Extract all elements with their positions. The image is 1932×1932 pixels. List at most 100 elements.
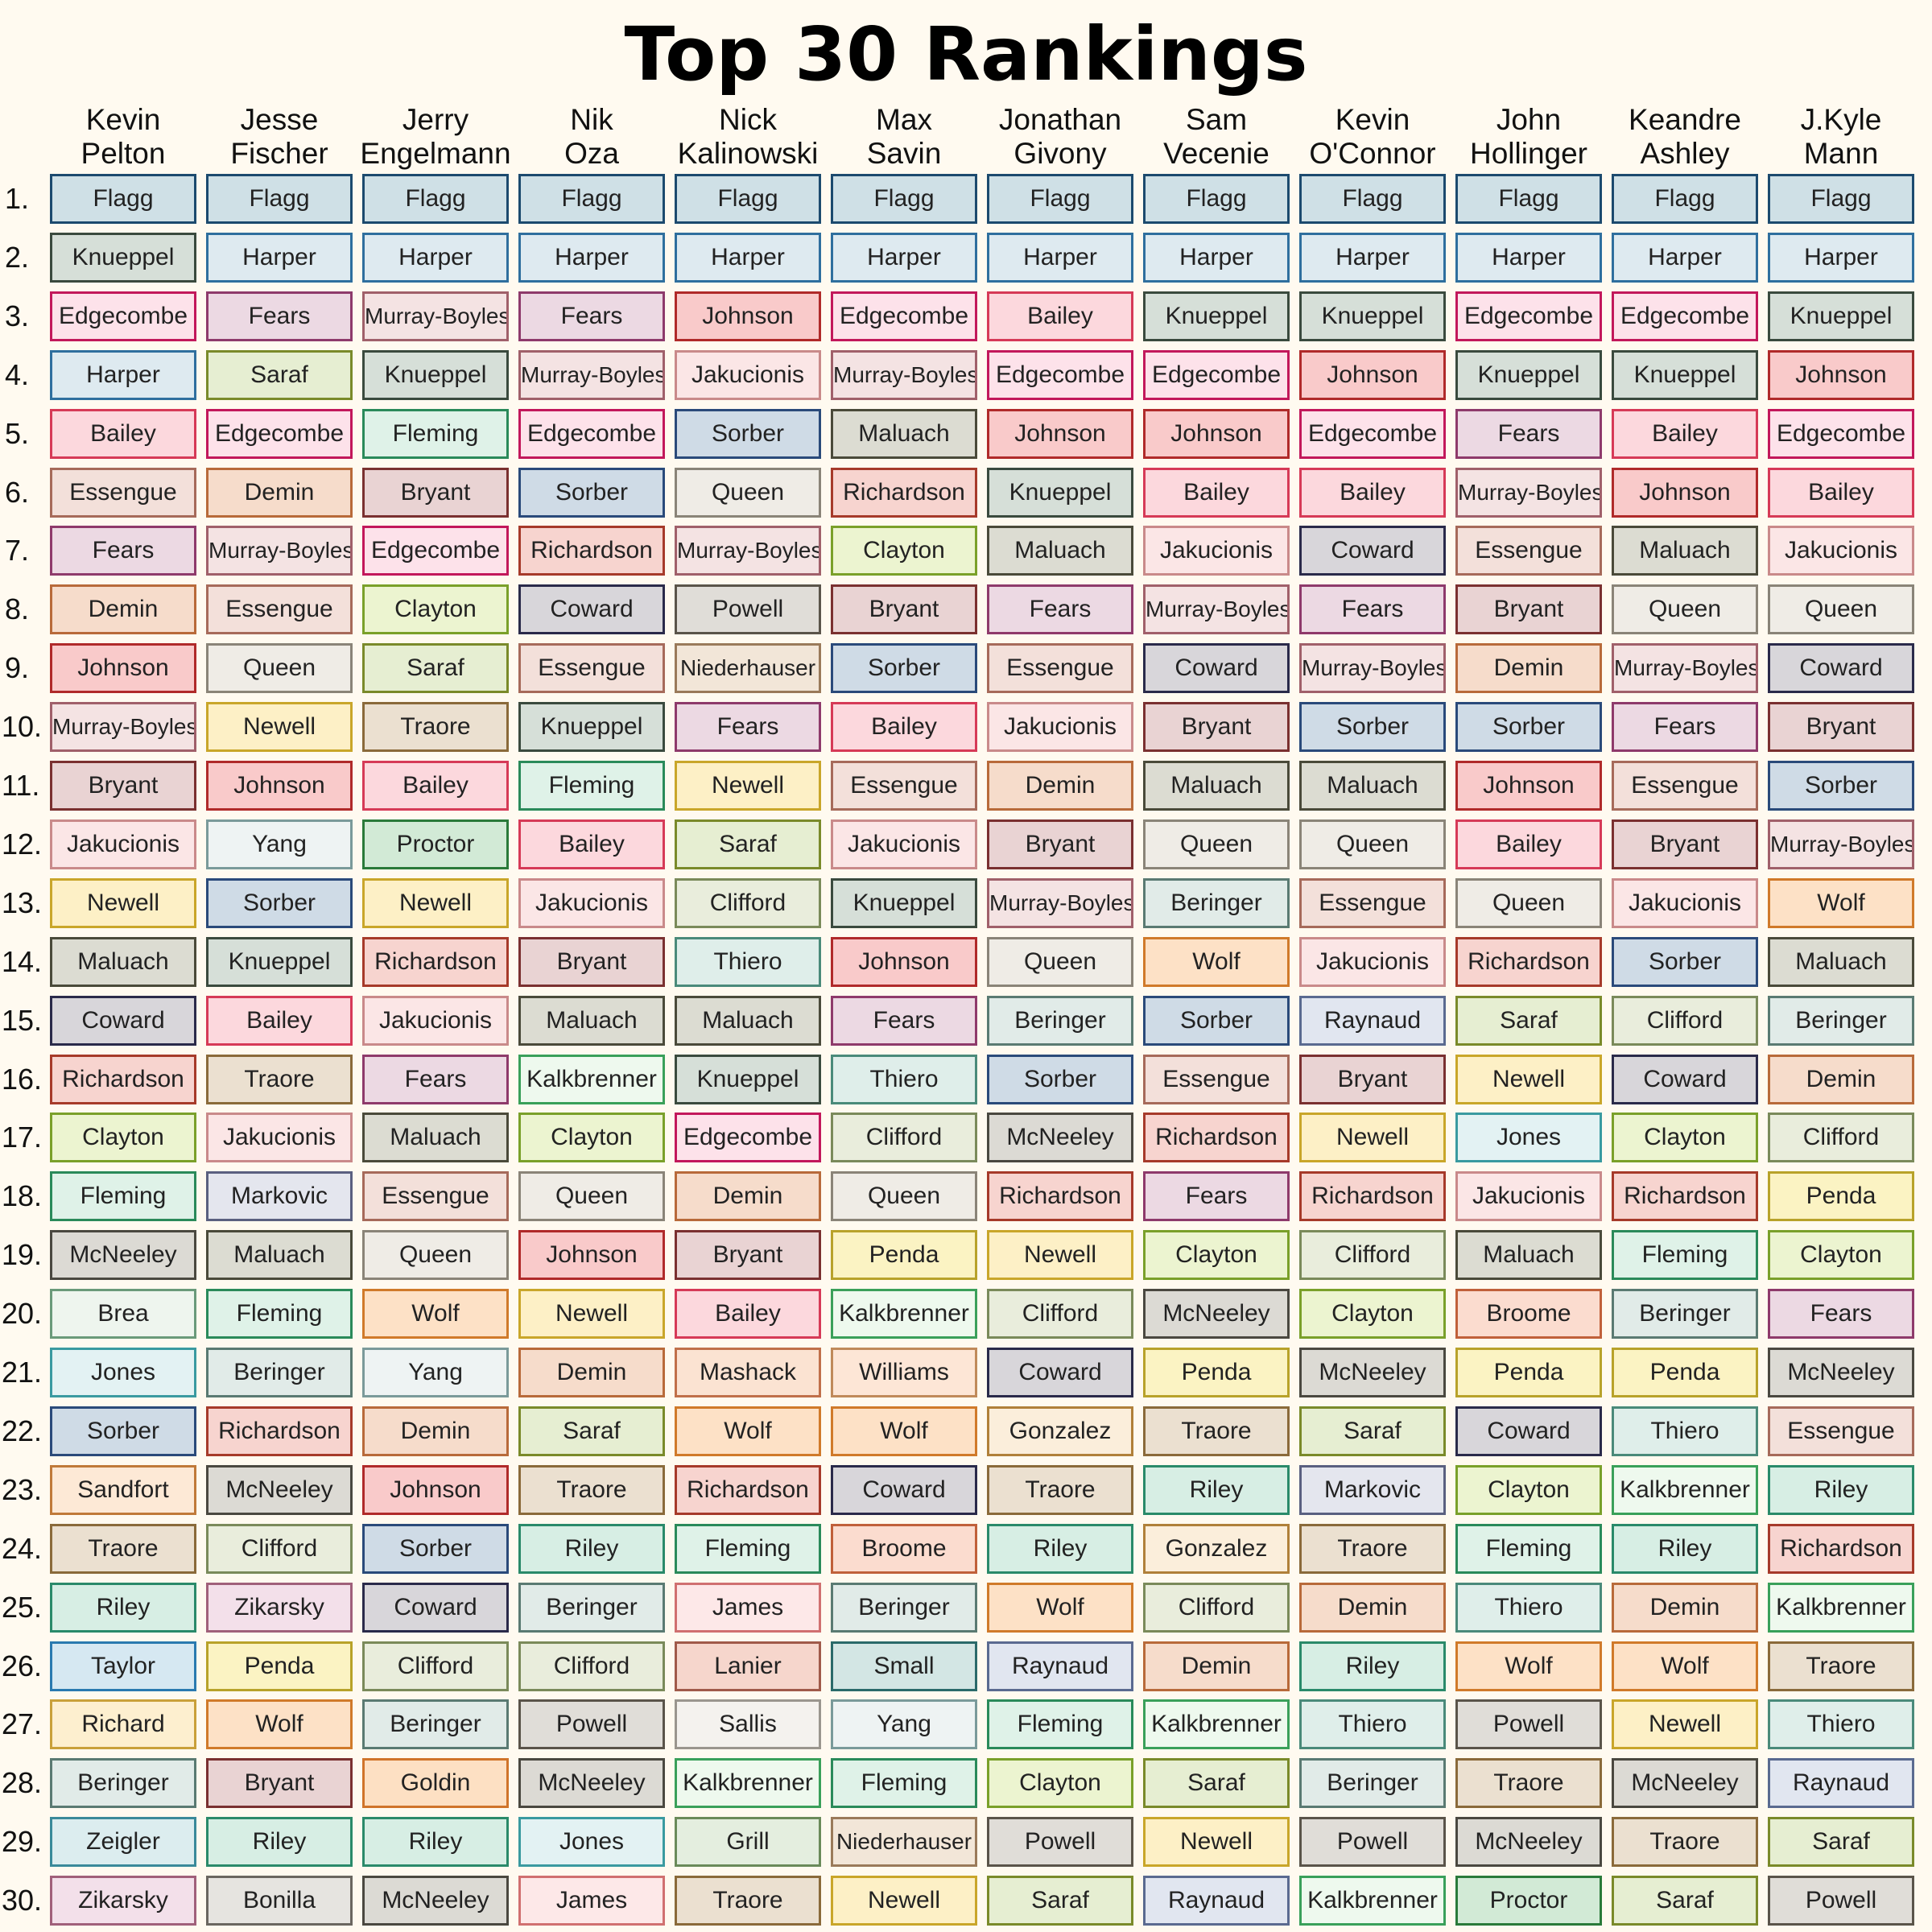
- ranking-cell: Richardson: [518, 526, 665, 576]
- column-header-first: Max: [876, 103, 932, 136]
- ranking-cell: Markovic: [1299, 1464, 1446, 1515]
- ranking-cell: Jones: [50, 1348, 196, 1397]
- ranking-cell: Queen: [206, 643, 353, 694]
- ranking-cell: Bryant: [518, 936, 665, 987]
- ranking-cell: Powell: [518, 1699, 665, 1750]
- ranking-cell: Saraf: [675, 819, 821, 869]
- ranking-cell: Fleming: [1455, 1523, 1602, 1574]
- ranking-cell: Johnson: [362, 1464, 509, 1515]
- ranking-cell: Knueppel: [1143, 291, 1290, 341]
- rank-label: 26.: [2, 1649, 43, 1682]
- ranking-cell: Yang: [206, 819, 353, 869]
- rank-label: 6.: [5, 475, 30, 509]
- ranking-cell: Traore: [206, 1054, 353, 1104]
- ranking-cell: Kalkbrenner: [675, 1758, 821, 1809]
- ranking-cell: Newell: [518, 1289, 665, 1340]
- ranking-cell: Jakucionis: [675, 349, 821, 400]
- ranking-cell: Kalkbrenner: [1612, 1464, 1758, 1515]
- ranking-cell: Clifford: [362, 1641, 509, 1691]
- ranking-cell: Fears: [206, 291, 353, 341]
- ranking-cell: Harper: [362, 232, 509, 283]
- column-header-last: Hollinger: [1469, 137, 1587, 170]
- ranking-cell: Brea: [50, 1289, 196, 1340]
- ranking-cell: Murray-Boyles: [518, 349, 665, 400]
- ranking-cell: Fleming: [50, 1171, 196, 1222]
- ranking-cell: Harper: [206, 232, 353, 283]
- ranking-cell: Bailey: [50, 408, 196, 459]
- ranking-cell: Saraf: [1612, 1876, 1758, 1926]
- ranking-cell: McNeeley: [1299, 1348, 1446, 1397]
- ranking-cell: Bailey: [1143, 467, 1290, 518]
- ranking-cell: Maluach: [518, 995, 665, 1046]
- ranking-cell: Zikarsky: [50, 1876, 196, 1926]
- ranking-cell: Markovic: [206, 1171, 353, 1222]
- ranking-cell: Murray-Boyles: [1143, 584, 1290, 635]
- rank-label: 27.: [2, 1707, 43, 1741]
- ranking-cell: Powell: [987, 1817, 1133, 1868]
- ranking-cell: Edgecombe: [1768, 408, 1914, 459]
- rank-label: 5.: [5, 416, 30, 450]
- ranking-cell: Kalkbrenner: [518, 1054, 665, 1104]
- ranking-cell: Jakucionis: [362, 995, 509, 1046]
- ranking-cell: Richardson: [362, 936, 509, 987]
- ranking-cell: Beringer: [1299, 1758, 1446, 1809]
- ranking-cell: Niederhauser: [831, 1817, 977, 1868]
- ranking-cell: Fleming: [987, 1699, 1133, 1750]
- ranking-cell: Proctor: [1455, 1876, 1602, 1926]
- ranking-cell: Traore: [1455, 1758, 1602, 1809]
- ranking-cell: Mashack: [675, 1348, 821, 1397]
- ranking-cell: Kalkbrenner: [1299, 1876, 1446, 1926]
- rank-label: 16.: [2, 1062, 43, 1096]
- ranking-cell: Clayton: [831, 526, 977, 576]
- ranking-cell: Demin: [1612, 1582, 1758, 1633]
- ranking-cell: Fleming: [675, 1523, 821, 1574]
- ranking-cell: Fleming: [206, 1289, 353, 1340]
- ranking-cell: Riley: [1299, 1641, 1446, 1691]
- ranking-cell: Penda: [206, 1641, 353, 1691]
- ranking-cell: Fleming: [518, 761, 665, 811]
- rank-label: 14.: [2, 944, 43, 978]
- ranking-cell: Essengue: [1768, 1406, 1914, 1456]
- ranking-cell: Coward: [518, 584, 665, 635]
- ranking-cell: Demin: [987, 761, 1133, 811]
- ranking-cell: Clayton: [1612, 1113, 1758, 1163]
- ranking-cell: Clifford: [987, 1289, 1133, 1340]
- ranking-cell: Demin: [518, 1348, 665, 1397]
- ranking-cell: Bryant: [50, 761, 196, 811]
- ranking-cell: Clifford: [206, 1523, 353, 1574]
- ranking-cell: Fleming: [362, 408, 509, 459]
- ranking-cell: Knueppel: [1455, 349, 1602, 400]
- ranking-cell: Newell: [206, 702, 353, 753]
- rank-label: 19.: [2, 1238, 43, 1272]
- rank-label: 9.: [5, 651, 30, 685]
- ranking-cell: Fleming: [831, 1758, 977, 1809]
- ranking-cell: Maluach: [1612, 526, 1758, 576]
- rank-label: 22.: [2, 1414, 43, 1447]
- ranking-cell: Clifford: [1612, 995, 1758, 1046]
- column-header: Kevin Pelton: [45, 103, 201, 171]
- ranking-cell: Demin: [1299, 1582, 1446, 1633]
- column-header-first: Kevin: [1335, 103, 1410, 136]
- ranking-cell: Harper: [987, 232, 1133, 283]
- ranking-cell: McNeeley: [1768, 1348, 1914, 1397]
- ranking-cell: Coward: [1455, 1406, 1602, 1456]
- ranking-cell: Fears: [1143, 1171, 1290, 1222]
- column-header-last: Fischer: [230, 137, 328, 170]
- ranking-cell: Broome: [1455, 1289, 1602, 1340]
- ranking-cell: Bryant: [1143, 702, 1290, 753]
- rank-label: 15.: [2, 1003, 43, 1037]
- ranking-cell: Murray-Boyles: [987, 877, 1133, 928]
- ranking-cell: McNeeley: [518, 1758, 665, 1809]
- ranking-cell: Richardson: [50, 1054, 196, 1104]
- ranking-cell: Knueppel: [831, 877, 977, 928]
- ranking-cell: Demin: [50, 584, 196, 635]
- ranking-cell: Maluach: [1299, 761, 1446, 811]
- ranking-cell: Clayton: [362, 584, 509, 635]
- ranking-cell: Traore: [1299, 1523, 1446, 1574]
- ranking-cell: Sorber: [831, 643, 977, 694]
- ranking-cell: Zeigler: [50, 1817, 196, 1868]
- column-header: John Hollinger: [1451, 103, 1607, 171]
- ranking-cell: Wolf: [362, 1289, 509, 1340]
- ranking-cell: Bryant: [1455, 584, 1602, 635]
